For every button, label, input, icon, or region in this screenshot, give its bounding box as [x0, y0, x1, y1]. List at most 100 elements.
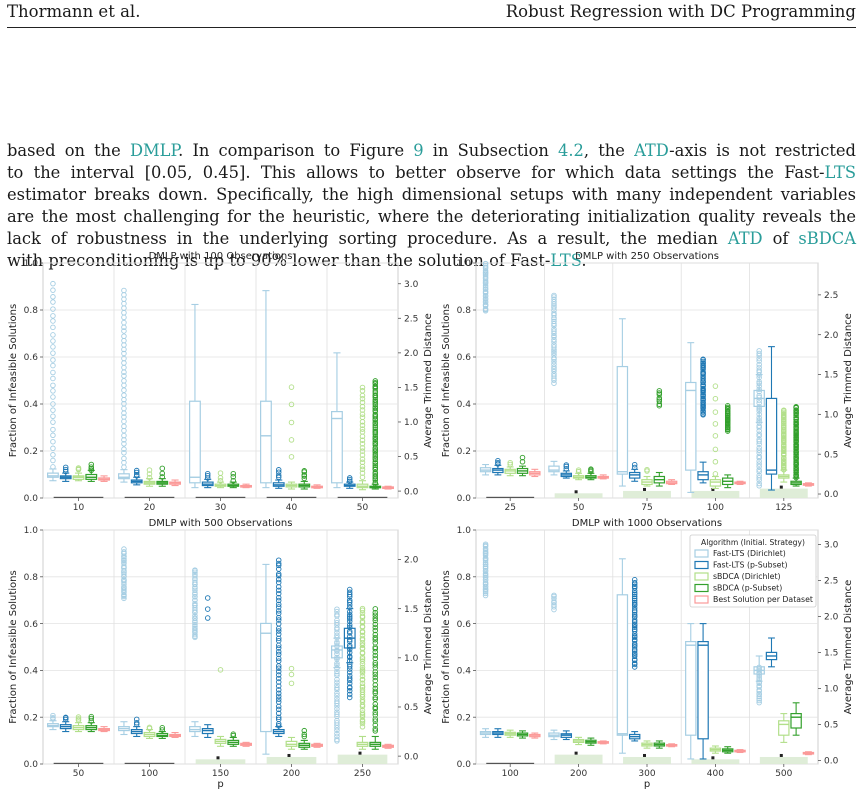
legend-swatch	[694, 572, 709, 581]
cross-ref-link[interactable]: 9	[413, 141, 424, 160]
outlier-point	[482, 592, 489, 599]
outlier-point	[656, 390, 663, 396]
outlier-point	[121, 418, 127, 425]
outlier-point	[275, 696, 282, 702]
cross-ref-link[interactable]: ATD	[634, 141, 670, 160]
outlier-point	[334, 706, 340, 712]
outlier-point	[346, 633, 353, 640]
outlier-point	[334, 647, 340, 653]
cross-ref-link[interactable]: ATD	[727, 229, 763, 248]
outlier-point	[551, 603, 557, 610]
outlier-point	[372, 469, 379, 476]
outlier-point	[631, 601, 638, 608]
outlier-point	[712, 421, 719, 427]
outlier-point	[372, 464, 379, 470]
outlier-point	[372, 685, 379, 692]
outlier-point	[359, 396, 366, 402]
outlier-point	[756, 445, 762, 451]
outlier-point	[372, 722, 379, 728]
outlier-point	[781, 445, 787, 451]
outlier-point	[275, 714, 282, 721]
outlier-point	[275, 617, 282, 623]
outlier-point	[359, 414, 366, 420]
outlier-point	[334, 606, 340, 613]
paragraph-text: of	[762, 229, 799, 248]
outlier-point	[346, 622, 353, 628]
outlier-point	[75, 714, 82, 720]
y2-tick-label: 1.5	[824, 649, 838, 659]
y2-tick-label: 2.5	[404, 314, 418, 324]
outlier-point	[756, 467, 762, 473]
outlier-point	[121, 350, 127, 357]
outlier-point	[275, 675, 282, 682]
outlier-point	[121, 292, 127, 298]
outlier-point	[346, 649, 353, 656]
outlier-point	[275, 572, 282, 579]
outlier-point	[359, 687, 366, 693]
cross-ref-link[interactable]: 4.2	[558, 141, 584, 160]
outlier-point	[756, 388, 762, 395]
outlier-point	[756, 394, 762, 401]
paragraph-line: lack of robustness in the underlying sor…	[7, 228, 856, 250]
outlier-point	[756, 687, 762, 693]
outlier-point	[631, 624, 638, 630]
outlier-point	[551, 328, 557, 334]
y-tick-label: 1.0	[24, 259, 39, 269]
x-tick-label: 250	[354, 769, 371, 779]
infeasible-bar	[554, 754, 603, 764]
outlier-point	[359, 710, 366, 716]
outlier-point	[359, 607, 366, 614]
x-tick-label: 20	[144, 503, 156, 513]
outlier-point	[88, 461, 95, 468]
outlier-point	[793, 459, 799, 465]
x-tick-label: 50	[573, 503, 585, 513]
outlier-point	[631, 613, 638, 619]
outlier-point	[275, 658, 282, 664]
outlier-point	[372, 448, 379, 454]
outlier-point	[631, 636, 638, 643]
outlier-point	[217, 667, 224, 673]
y2-axis-label: Average Trimmed Distance	[423, 313, 434, 448]
outlier-point	[372, 455, 379, 461]
outlier-point	[204, 595, 211, 601]
y2-tick-label: 0.5	[824, 721, 838, 731]
outlier-point	[551, 592, 557, 599]
outlier-point	[288, 384, 295, 390]
cross-ref-link[interactable]: sBDCA	[798, 229, 856, 248]
y2-tick-label: 2.0	[824, 331, 839, 341]
outlier-point	[121, 595, 127, 602]
outlier-point	[346, 653, 353, 660]
paragraph-text: -axis is not restricted	[669, 141, 856, 160]
outlier-point	[334, 692, 340, 699]
outlier-point	[50, 407, 56, 413]
y2-axis-label: Average Trimmed Distance	[843, 580, 854, 715]
outlier-point	[631, 621, 638, 627]
outlier-point	[121, 450, 127, 456]
outlier-point	[631, 464, 638, 471]
paragraph-line: are the most challenging for the heurist…	[7, 206, 856, 228]
infeasible-bar	[759, 488, 808, 498]
cross-ref-link[interactable]: LTS	[550, 251, 582, 270]
outlier-point	[756, 423, 762, 429]
outlier-point	[346, 597, 353, 604]
paragraph-text: are the most challenging for the heurist…	[7, 207, 856, 226]
outlier-point	[551, 342, 557, 348]
outlier-point	[551, 344, 557, 350]
outlier-point	[359, 717, 366, 723]
outlier-point	[301, 472, 308, 478]
outlier-point	[756, 411, 762, 418]
outlier-point	[121, 300, 127, 307]
legend-swatch	[694, 595, 709, 604]
cross-ref-link[interactable]: DMLP	[129, 141, 179, 160]
y2-tick-label: 1.0	[404, 418, 419, 428]
infeasible-marker	[779, 753, 783, 757]
outlier-point	[793, 418, 799, 425]
outlier-point	[121, 296, 127, 302]
outlier-point	[133, 719, 140, 726]
paragraph-text: , the	[583, 141, 635, 160]
outlier-point	[756, 675, 762, 681]
outlier-point	[50, 714, 56, 721]
cross-ref-link[interactable]: LTS	[824, 163, 857, 182]
outlier-point	[482, 541, 489, 547]
outlier-point	[756, 679, 762, 685]
